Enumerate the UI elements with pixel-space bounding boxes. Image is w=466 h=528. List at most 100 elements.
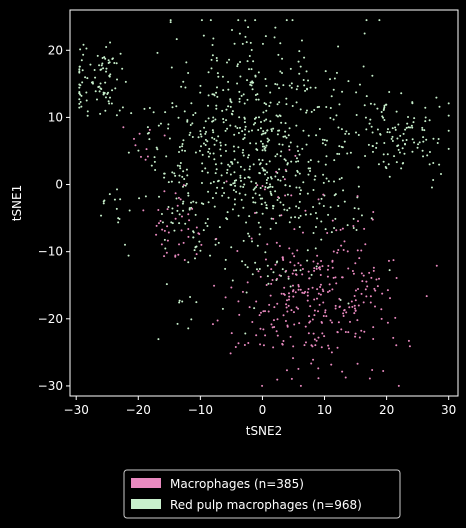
macrophage-point (321, 288, 324, 291)
macrophage-point (166, 239, 169, 242)
macrophage-point (276, 318, 279, 321)
red-pulp-macrophage-point (192, 231, 195, 234)
red-pulp-macrophage-point (327, 180, 330, 183)
red-pulp-macrophage-point (296, 85, 299, 88)
red-pulp-macrophage-point (303, 56, 306, 59)
red-pulp-macrophage-point (306, 249, 309, 252)
red-pulp-macrophage-point (390, 137, 393, 140)
red-pulp-macrophage-point (290, 216, 293, 219)
red-pulp-macrophage-point (108, 75, 111, 78)
macrophage-point (308, 321, 311, 324)
red-pulp-macrophage-point (93, 69, 96, 71)
red-pulp-macrophage-point (257, 98, 260, 101)
red-pulp-macrophage-point (272, 205, 275, 208)
macrophage-point (216, 319, 219, 322)
red-pulp-macrophage-point (206, 218, 209, 221)
red-pulp-macrophage-point (230, 101, 233, 104)
red-pulp-macrophage-point (335, 114, 338, 117)
red-pulp-macrophage-point (201, 162, 204, 165)
macrophage-point (272, 319, 275, 322)
macrophage-point (285, 369, 288, 372)
macrophage-point (287, 292, 290, 295)
macrophage-point (331, 266, 334, 269)
red-pulp-macrophage-point (395, 110, 398, 113)
red-pulp-macrophage-point (189, 123, 192, 126)
macrophage-point (368, 377, 371, 380)
red-pulp-macrophage-point (242, 206, 245, 209)
red-pulp-macrophage-point (238, 126, 241, 129)
red-pulp-macrophage-point (243, 183, 246, 186)
macrophage-point (177, 253, 180, 256)
macrophage-point (299, 264, 302, 267)
red-pulp-macrophage-point (398, 151, 401, 154)
macrophage-point (301, 267, 304, 270)
red-pulp-macrophage-point (81, 69, 84, 72)
red-pulp-macrophage-point (244, 332, 247, 335)
red-pulp-macrophage-point (161, 221, 164, 224)
macrophage-point (372, 338, 375, 340)
macrophage-point (316, 288, 319, 291)
red-pulp-macrophage-point (207, 104, 210, 107)
macrophage-point (407, 339, 410, 342)
red-pulp-macrophage-point (218, 226, 221, 229)
red-pulp-macrophage-point (187, 192, 190, 195)
red-pulp-macrophage-point (329, 206, 332, 209)
red-pulp-macrophage-point (192, 236, 195, 239)
red-pulp-macrophage-point (410, 124, 413, 127)
macrophage-point (274, 263, 277, 266)
red-pulp-macrophage-point (178, 164, 181, 167)
red-pulp-macrophage-point (330, 231, 333, 234)
red-pulp-macrophage-point (299, 192, 302, 195)
macrophage-point (138, 132, 141, 135)
macrophage-point (180, 229, 183, 232)
red-pulp-macrophage-point (188, 207, 191, 210)
red-pulp-macrophage-point (276, 133, 279, 136)
red-pulp-macrophage-point (428, 119, 431, 122)
macrophage-point (364, 288, 367, 291)
macrophage-point (269, 294, 272, 297)
red-pulp-macrophage-point (178, 174, 181, 177)
red-pulp-macrophage-point (251, 88, 254, 91)
red-pulp-macrophage-point (382, 108, 385, 111)
red-pulp-macrophage-point (242, 138, 245, 141)
red-pulp-macrophage-point (265, 207, 268, 210)
macrophage-point (336, 251, 339, 254)
red-pulp-macrophage-point (385, 167, 388, 170)
red-pulp-macrophage-point (262, 130, 265, 133)
macrophage-point (374, 289, 377, 292)
red-pulp-macrophage-point (184, 222, 187, 225)
red-pulp-macrophage-point (224, 149, 227, 152)
red-pulp-macrophage-point (411, 150, 414, 153)
red-pulp-macrophage-point (255, 148, 258, 151)
macrophage-point (134, 144, 137, 147)
macrophage-point (387, 259, 390, 262)
red-pulp-macrophage-point (438, 163, 441, 166)
red-pulp-macrophage-point (258, 158, 261, 161)
red-pulp-macrophage-point (182, 139, 185, 142)
macrophage-point (371, 218, 374, 221)
red-pulp-macrophage-point (295, 205, 298, 208)
macrophage-point (304, 325, 307, 328)
red-pulp-macrophage-point (114, 87, 117, 90)
red-pulp-macrophage-point (242, 185, 245, 188)
red-pulp-macrophage-point (191, 122, 194, 125)
red-pulp-macrophage-point (270, 129, 273, 132)
red-pulp-macrophage-point (262, 132, 265, 135)
red-pulp-macrophage-point (247, 154, 250, 157)
red-pulp-macrophage-point (211, 196, 214, 199)
macrophage-point (322, 193, 325, 196)
red-pulp-macrophage-point (425, 138, 428, 141)
red-pulp-macrophage-point (247, 130, 250, 133)
macrophage-point (334, 304, 337, 307)
macrophage-point (251, 320, 254, 323)
red-pulp-macrophage-point (254, 75, 257, 78)
macrophage-point (267, 310, 270, 313)
red-pulp-macrophage-point (167, 123, 170, 126)
macrophage-point (366, 285, 369, 288)
red-pulp-macrophage-point (336, 152, 339, 155)
red-pulp-macrophage-point (245, 41, 248, 44)
y-tick-label: −30 (38, 379, 63, 393)
red-pulp-macrophage-point (202, 142, 205, 145)
red-pulp-macrophage-point (295, 186, 298, 189)
red-pulp-macrophage-point (300, 39, 303, 42)
